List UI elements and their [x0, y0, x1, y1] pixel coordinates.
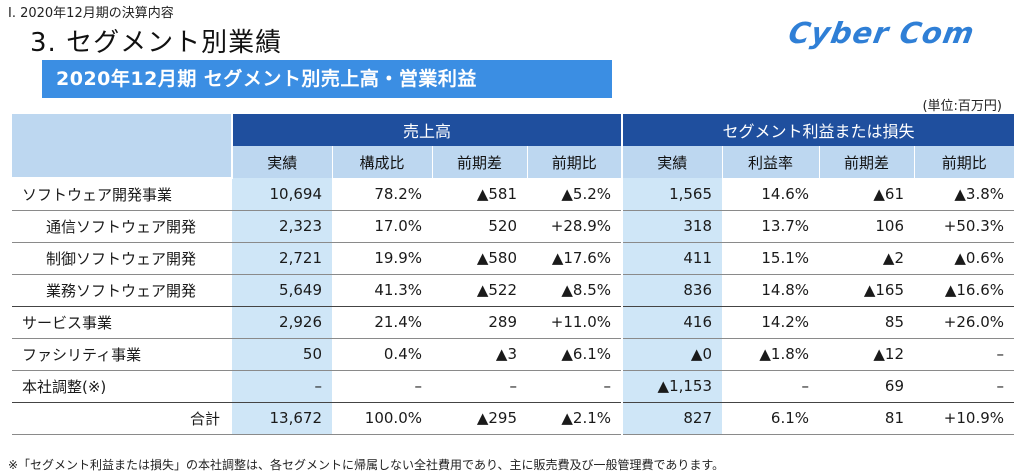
table-cell: – — [914, 338, 1015, 371]
table-cell: ▲295 — [432, 402, 527, 435]
segment-results-table: 売上高 セグメント利益または損失 実績 構成比 前期差 前期比 実績 利益率 前… — [12, 114, 1015, 435]
table-cell: ▲2.1% — [527, 402, 623, 435]
table-cell: 21.4% — [332, 306, 432, 339]
table-cell: 13.7% — [722, 210, 820, 243]
table-cell: ▲61 — [819, 178, 915, 211]
table-cell: 85 — [819, 306, 915, 339]
table-cell: ▲165 — [819, 274, 915, 307]
table-cell: ▲5.2% — [527, 178, 623, 211]
table-cell: 50 — [232, 338, 332, 371]
table-cell: 5,649 — [232, 274, 332, 307]
row-label: サービス事業 — [12, 306, 232, 339]
table-cell: 13,672 — [232, 402, 332, 435]
table-cell: 520 — [432, 210, 527, 243]
row-label: 合計 — [12, 402, 232, 435]
page-title: 3. セグメント別業績 — [30, 28, 283, 58]
table-cell: ▲8.5% — [527, 274, 623, 307]
table-cell: 14.2% — [722, 306, 820, 339]
column-header: 実績 — [621, 146, 723, 178]
table-cell: 2,323 — [232, 210, 332, 243]
table-cell: +26.0% — [914, 306, 1015, 339]
table-row-total: 合計 13,672 100.0% ▲295 ▲2.1% 827 6.1% 81 … — [12, 402, 1015, 435]
table-cell: – — [432, 370, 527, 403]
table-cell: 416 — [621, 306, 723, 339]
table-cell: ▲522 — [432, 274, 527, 307]
table-cell: 836 — [621, 274, 723, 307]
row-label: 業務ソフトウェア開発 — [12, 274, 232, 307]
table-cell: – — [722, 370, 820, 403]
row-label: 通信ソフトウェア開発 — [12, 210, 232, 243]
table-cell: 289 — [432, 306, 527, 339]
table-cell: ▲581 — [432, 178, 527, 211]
table-cell: ▲3.8% — [914, 178, 1015, 211]
row-label: ソフトウェア開発事業 — [12, 178, 232, 211]
table-cell: 17.0% — [332, 210, 432, 243]
row-label: 本社調整(※) — [12, 370, 232, 403]
table-cell: 6.1% — [722, 402, 820, 435]
table-cell: – — [332, 370, 432, 403]
group-header-segment-profit: セグメント利益または損失 — [621, 114, 1015, 146]
table-cell: 41.3% — [332, 274, 432, 307]
table-cell: 411 — [621, 242, 723, 275]
table-cell: +28.9% — [527, 210, 623, 243]
table-cell: 69 — [819, 370, 915, 403]
column-header: 実績 — [231, 146, 332, 178]
table-cell: 10,694 — [232, 178, 332, 211]
table-cell: 15.1% — [722, 242, 820, 275]
group-header-sales: 売上高 — [230, 114, 623, 146]
table-row: 業務ソフトウェア開発 5,649 41.3% ▲522 ▲8.5% 836 14… — [12, 274, 1015, 307]
table-cell: +50.3% — [914, 210, 1015, 243]
table-corner — [12, 114, 232, 179]
table-cell: – — [232, 370, 332, 403]
table-cell: – — [914, 370, 1015, 403]
column-header: 前期比 — [913, 146, 1015, 178]
table-row: サービス事業 2,926 21.4% 289 +11.0% 416 14.2% … — [12, 306, 1015, 339]
column-header: 利益率 — [721, 146, 820, 178]
column-header: 前期比 — [526, 146, 623, 178]
table-row: 制御ソフトウェア開発 2,721 19.9% ▲580 ▲17.6% 411 1… — [12, 242, 1015, 275]
table-cell: 2,926 — [232, 306, 332, 339]
table-cell: – — [527, 370, 623, 403]
breadcrumb: Ⅰ. 2020年12月期の決算内容 — [8, 6, 174, 21]
table-cell: 318 — [621, 210, 723, 243]
table-cell: ▲0.6% — [914, 242, 1015, 275]
table-cell: 100.0% — [332, 402, 432, 435]
table-row: 本社調整(※) – – – – ▲1,153 – 69 – — [12, 370, 1015, 403]
table-cell: 14.8% — [722, 274, 820, 307]
table-cell: +10.9% — [914, 402, 1015, 435]
column-header: 前期差 — [818, 146, 915, 178]
table-cell: 827 — [621, 402, 723, 435]
row-label: ファシリティ事業 — [12, 338, 232, 371]
column-header: 構成比 — [331, 146, 432, 178]
section-banner: 2020年12月期 セグメント別売上高・営業利益 — [42, 60, 612, 98]
table-cell: 81 — [819, 402, 915, 435]
unit-note: (単位:百万円) — [922, 99, 1002, 114]
footnote: ※「セグメント利益または損失」の本社調整は、各セグメントに帰属しない全社費用であ… — [8, 458, 725, 472]
table-cell: ▲6.1% — [527, 338, 623, 371]
table-cell: ▲16.6% — [914, 274, 1015, 307]
table-cell: ▲12 — [819, 338, 915, 371]
table-cell: ▲1.8% — [722, 338, 820, 371]
table-cell: ▲17.6% — [527, 242, 623, 275]
table-cell: 106 — [819, 210, 915, 243]
table-row: 通信ソフトウェア開発 2,323 17.0% 520 +28.9% 318 13… — [12, 210, 1015, 243]
table-cell: ▲1,153 — [621, 370, 723, 403]
table-cell: 1,565 — [621, 178, 723, 211]
table-cell: ▲2 — [819, 242, 915, 275]
table-row: ソフトウェア開発事業 10,694 78.2% ▲581 ▲5.2% 1,565… — [12, 178, 1015, 211]
table-cell: 78.2% — [332, 178, 432, 211]
table-cell: ▲0 — [621, 338, 723, 371]
column-header: 前期差 — [431, 146, 527, 178]
table-cell: 19.9% — [332, 242, 432, 275]
table-cell: 0.4% — [332, 338, 432, 371]
company-logo: Cyber Com — [785, 16, 977, 50]
table-cell: 2,721 — [232, 242, 332, 275]
table-cell: +11.0% — [527, 306, 623, 339]
table-row: ファシリティ事業 50 0.4% ▲3 ▲6.1% ▲0 ▲1.8% ▲12 – — [12, 338, 1015, 371]
table-cell: 14.6% — [722, 178, 820, 211]
table-cell: ▲580 — [432, 242, 527, 275]
row-label: 制御ソフトウェア開発 — [12, 242, 232, 275]
table-cell: ▲3 — [432, 338, 527, 371]
